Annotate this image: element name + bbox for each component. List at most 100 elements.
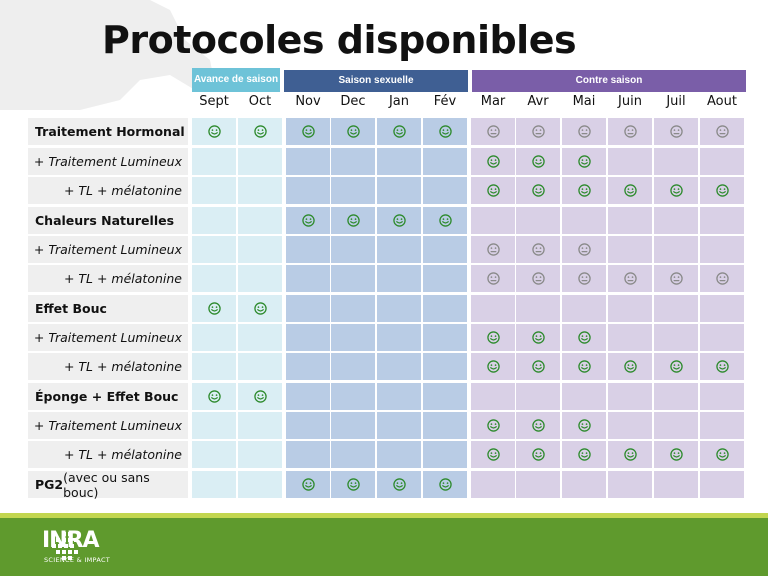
- table-cell: [471, 471, 515, 498]
- inra-logo-icon: [52, 532, 78, 560]
- smiley-neutral-icon: [715, 125, 729, 138]
- table-cell: [654, 207, 698, 234]
- smiley-happy-icon: [301, 478, 315, 491]
- table-cell: [331, 148, 375, 175]
- smiley-happy-icon: [715, 184, 729, 197]
- table-cell: [562, 118, 606, 145]
- table-cell: [516, 324, 560, 351]
- table-cell: [700, 265, 744, 292]
- table-cell: [286, 324, 330, 351]
- table-cell: [700, 412, 744, 439]
- season-header-avance: Avance de saison: [192, 68, 280, 92]
- month-header: Mar: [480, 94, 506, 109]
- table-cell: [286, 295, 330, 322]
- table-cell: [562, 412, 606, 439]
- table-cell: [377, 265, 421, 292]
- table-cell: [654, 412, 698, 439]
- smiley-neutral-icon: [531, 243, 545, 256]
- table-cell: [608, 324, 652, 351]
- smiley-happy-icon: [577, 184, 591, 197]
- table-cell: [471, 353, 515, 380]
- protocol-label: Effet Bouc: [28, 295, 188, 322]
- logo-name: INRA: [42, 528, 100, 553]
- table-cell: [423, 207, 467, 234]
- table-cell: [238, 207, 282, 234]
- table-cell: [700, 207, 744, 234]
- table-cell: [377, 148, 421, 175]
- table-cell: [286, 383, 330, 410]
- smiley-neutral-icon: [669, 125, 683, 138]
- table-cell: [562, 324, 606, 351]
- protocol-label: Éponge + Effet Bouc: [28, 383, 188, 410]
- table-cell: [471, 265, 515, 292]
- table-cell: [286, 177, 330, 204]
- protocol-label-text: Éponge + Effet Bouc: [35, 389, 179, 404]
- smiley-happy-icon: [669, 360, 683, 373]
- table-cell: [562, 353, 606, 380]
- table-cell: [192, 471, 236, 498]
- table-cell: [423, 471, 467, 498]
- table-cell: [286, 353, 330, 380]
- table-cell: [192, 412, 236, 439]
- table-cell: [238, 177, 282, 204]
- table-cell: [238, 383, 282, 410]
- smiley-happy-icon: [438, 125, 452, 138]
- smiley-happy-icon: [486, 184, 500, 197]
- table-cell: [516, 412, 560, 439]
- smiley-happy-icon: [623, 360, 637, 373]
- protocol-label-text: Traitement Hormonal: [35, 124, 185, 139]
- table-cell: [562, 236, 606, 263]
- smiley-happy-icon: [207, 125, 221, 138]
- table-cell: [608, 353, 652, 380]
- table-cell: [423, 353, 467, 380]
- smiley-happy-icon: [531, 448, 545, 461]
- table-cell: [238, 236, 282, 263]
- smiley-happy-icon: [486, 419, 500, 432]
- table-cell: [331, 118, 375, 145]
- table-cell: [377, 441, 421, 468]
- month-header: Avr: [527, 94, 549, 109]
- protocol-label-text: Chaleurs Naturelles: [35, 213, 175, 228]
- table-cell: [377, 295, 421, 322]
- table-cell: [286, 236, 330, 263]
- footer-bar: [0, 518, 768, 576]
- smiley-neutral-icon: [486, 125, 500, 138]
- table-cell: [654, 353, 698, 380]
- table-cell: [423, 412, 467, 439]
- protocol-label-text: + Traitement Lumineux: [33, 330, 182, 345]
- smiley-happy-icon: [253, 390, 267, 403]
- smiley-neutral-icon: [486, 272, 500, 285]
- table-cell: [423, 441, 467, 468]
- table-cell: [331, 441, 375, 468]
- table-cell: [608, 148, 652, 175]
- table-cell: [516, 148, 560, 175]
- table-cell: [471, 236, 515, 263]
- smiley-neutral-icon: [623, 125, 637, 138]
- table-cell: [654, 471, 698, 498]
- smiley-happy-icon: [486, 155, 500, 168]
- smiley-happy-icon: [531, 360, 545, 373]
- table-cell: [331, 207, 375, 234]
- table-cell: [238, 471, 282, 498]
- smiley-happy-icon: [301, 214, 315, 227]
- smiley-happy-icon: [346, 125, 360, 138]
- table-cell: [608, 265, 652, 292]
- table-cell: [700, 441, 744, 468]
- table-cell: [377, 177, 421, 204]
- table-cell: [700, 471, 744, 498]
- table-cell: [423, 177, 467, 204]
- month-header: Fév: [433, 94, 457, 109]
- table-cell: [562, 471, 606, 498]
- table-cell: [286, 207, 330, 234]
- protocol-label-extra: (avec ou sans bouc): [63, 469, 150, 500]
- table-cell: [286, 265, 330, 292]
- table-cell: [471, 412, 515, 439]
- table-cell: [423, 383, 467, 410]
- table-cell: [700, 353, 744, 380]
- table-cell: [654, 148, 698, 175]
- table-cell: [423, 295, 467, 322]
- table-cell: [516, 441, 560, 468]
- goat-watermark: [0, 0, 215, 110]
- month-header: Juil: [666, 94, 686, 109]
- smiley-happy-icon: [669, 184, 683, 197]
